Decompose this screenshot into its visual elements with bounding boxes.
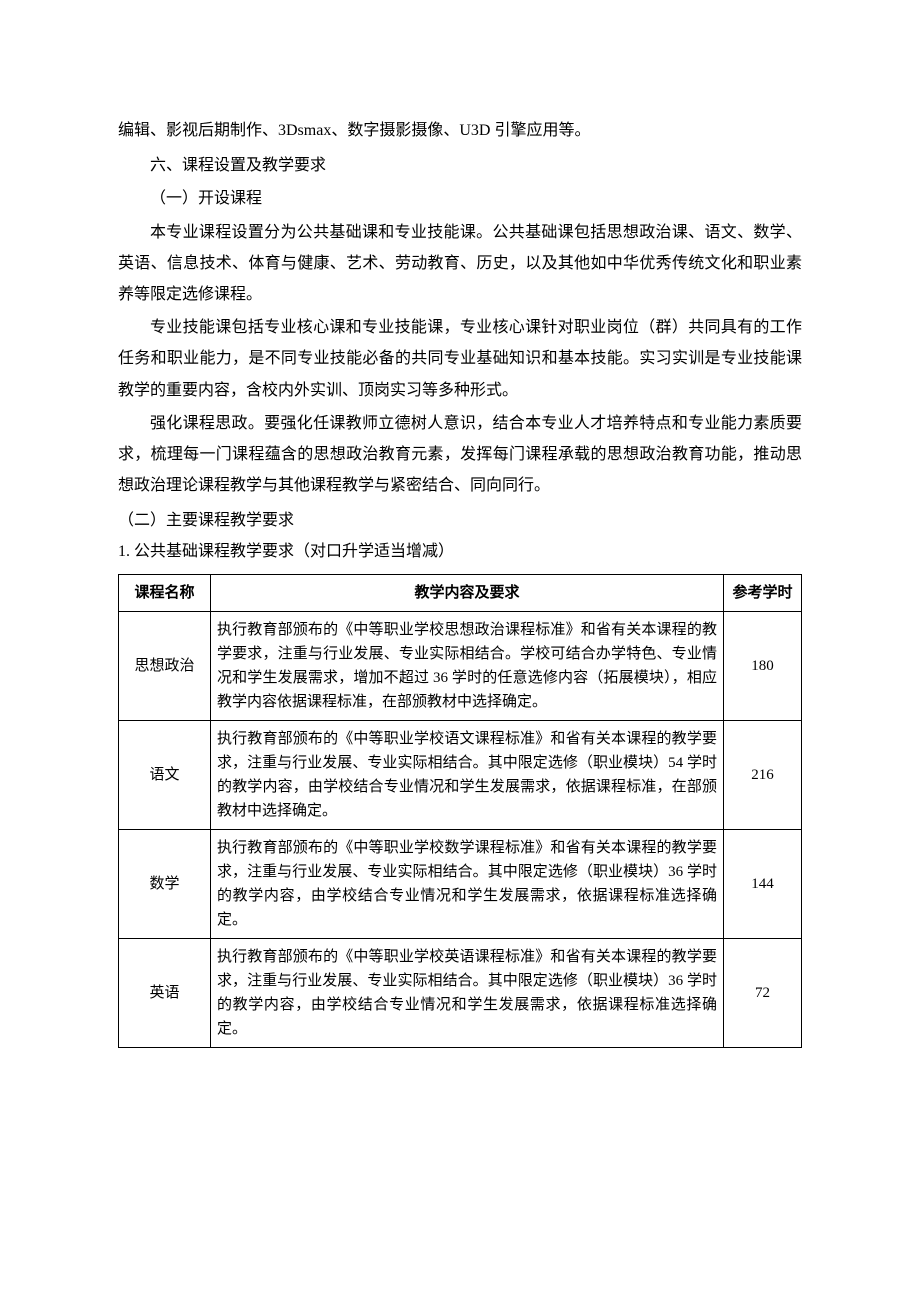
table-header-row: 课程名称 教学内容及要求 参考学时 xyxy=(119,574,802,611)
cell-course-hours: 144 xyxy=(724,829,802,938)
table-row: 数学 执行教育部颁布的《中等职业学校数学课程标准》和省有关本课程的教学要求，注重… xyxy=(119,829,802,938)
subsection-3: 1. 公共基础课程教学要求（对口升学适当增减） xyxy=(118,536,802,567)
section-heading-6: 六、课程设置及教学要求 xyxy=(118,150,802,181)
table-row: 思想政治 执行教育部颁布的《中等职业学校思想政治课程标准》和省有关本课程的教学要… xyxy=(119,611,802,720)
cell-course-hours: 180 xyxy=(724,611,802,720)
cell-course-desc: 执行教育部颁布的《中等职业学校英语课程标准》和省有关本课程的教学要求，注重与行业… xyxy=(211,938,724,1047)
col-header-name: 课程名称 xyxy=(119,574,211,611)
subsection-2: （二）主要课程教学要求 xyxy=(118,505,802,536)
cell-course-name: 语文 xyxy=(119,720,211,829)
cell-course-name: 思想政治 xyxy=(119,611,211,720)
cell-course-desc: 执行教育部颁布的《中等职业学校数学课程标准》和省有关本课程的教学要求，注重与行业… xyxy=(211,829,724,938)
table-row: 语文 执行教育部颁布的《中等职业学校语文课程标准》和省有关本课程的教学要求，注重… xyxy=(119,720,802,829)
paragraph-2: 专业技能课包括专业核心课和专业技能课，专业核心课针对职业岗位（群）共同具有的工作… xyxy=(118,312,802,406)
col-header-desc: 教学内容及要求 xyxy=(211,574,724,611)
cell-course-name: 英语 xyxy=(119,938,211,1047)
cell-course-desc: 执行教育部颁布的《中等职业学校思想政治课程标准》和省有关本课程的教学要求，注重与… xyxy=(211,611,724,720)
intro-line: 编辑、影视后期制作、3Dsmax、数字摄影摄像、U3D 引擎应用等。 xyxy=(118,115,802,146)
subsection-1: （一）开设课程 xyxy=(118,183,802,214)
cell-course-desc: 执行教育部颁布的《中等职业学校语文课程标准》和省有关本课程的教学要求，注重与行业… xyxy=(211,720,724,829)
cell-course-hours: 72 xyxy=(724,938,802,1047)
cell-course-name: 数学 xyxy=(119,829,211,938)
cell-course-hours: 216 xyxy=(724,720,802,829)
paragraph-1: 本专业课程设置分为公共基础课和专业技能课。公共基础课包括思想政治课、语文、数学、… xyxy=(118,217,802,311)
paragraph-3: 强化课程思政。要强化任课教师立德树人意识，结合本专业人才培养特点和专业能力素质要… xyxy=(118,408,802,502)
course-table: 课程名称 教学内容及要求 参考学时 思想政治 执行教育部颁布的《中等职业学校思想… xyxy=(118,574,802,1048)
table-row: 英语 执行教育部颁布的《中等职业学校英语课程标准》和省有关本课程的教学要求，注重… xyxy=(119,938,802,1047)
col-header-hours: 参考学时 xyxy=(724,574,802,611)
